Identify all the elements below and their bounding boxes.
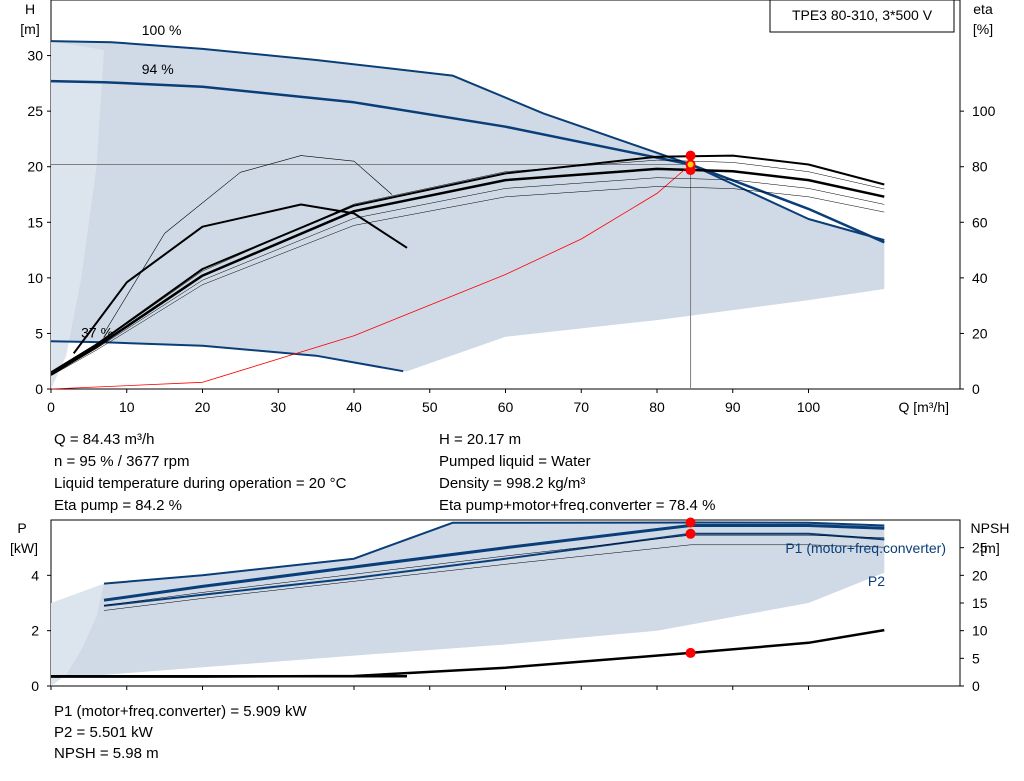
y-tick-label: 30 — [27, 48, 43, 64]
x-tick-label: 70 — [573, 399, 589, 415]
power-fan-line-0 — [103, 544, 885, 611]
lower-low-flow-region — [51, 583, 104, 686]
title-box — [769, 0, 955, 33]
info-npsh: NPSH = 5.98 m — [54, 745, 159, 762]
legend-p1: P1 (motor+freq.converter) — [785, 540, 946, 556]
duty-point-upper-1 — [685, 165, 696, 176]
head-curve-94 — [50, 79, 885, 244]
info-q: Q = 84.43 m³/h — [54, 431, 155, 448]
x-tick-label: 60 — [498, 399, 514, 415]
duty-point-marker — [687, 161, 694, 168]
y-tick-label: 10 — [27, 270, 43, 286]
x-tick-label: 40 — [346, 399, 362, 415]
info-eta-total: Eta pump+motor+freq.converter = 78.4 % — [439, 497, 716, 514]
eta-curve-thin — [103, 155, 393, 334]
y-axis-unit-npsh: [m] — [980, 540, 999, 556]
eta-curve-2 — [50, 167, 885, 376]
p-tick-label: 0 — [31, 678, 39, 694]
duty-point-lower-1 — [685, 528, 696, 539]
p-tick-label: 4 — [31, 567, 39, 583]
eta-fan-line-0 — [50, 186, 885, 376]
x-tick-label: 0 — [47, 399, 55, 415]
x-tick-label: 20 — [195, 399, 211, 415]
head-curve-100 — [50, 40, 885, 242]
eta-tick-label: 60 — [972, 214, 988, 230]
head-curve-37 — [50, 340, 404, 373]
info-speed: n = 95 % / 3677 rpm — [54, 453, 190, 470]
npsh-tick-label: 10 — [972, 623, 988, 639]
y-axis-label-h: H — [25, 1, 35, 17]
info-p2: P2 = 5.501 kW — [54, 724, 153, 741]
duty-point-upper-2 — [685, 150, 696, 161]
power-mid-curve — [103, 524, 885, 602]
eta-curve-1 — [50, 154, 885, 374]
eta-curve-low — [72, 203, 408, 354]
speed-label-0: 100 % — [142, 22, 182, 38]
npsh-tick-label: 20 — [972, 567, 988, 583]
y-axis-unit-h: [m] — [20, 21, 39, 37]
x-tick-label: 90 — [725, 399, 741, 415]
eta-fan-line-1 — [50, 177, 885, 376]
eta-tick-label: 20 — [972, 325, 988, 341]
eta-fan-line-2 — [50, 159, 885, 375]
npsh-tick-label: 0 — [972, 678, 980, 694]
y-axis-unit-p: [kW] — [10, 540, 38, 556]
x-axis-label: Q [m³/h] — [898, 399, 949, 415]
y-axis-label-p: P — [17, 520, 26, 536]
power-fan-line-1 — [103, 534, 885, 606]
title-box-text: TPE3 80-310, 3*500 V — [792, 7, 933, 23]
eta-tick-label: 80 — [972, 159, 988, 175]
y-axis-unit-eta: [%] — [973, 21, 993, 37]
x-tick-label: 50 — [422, 399, 438, 415]
p-tick-label: 2 — [31, 623, 39, 639]
x-tick-label: 30 — [270, 399, 286, 415]
upper-low-flow-region — [51, 41, 104, 389]
npsh-tick-label: 15 — [972, 595, 988, 611]
upper-operating-region — [51, 41, 885, 372]
x-tick-label: 80 — [649, 399, 665, 415]
y-tick-label: 20 — [27, 159, 43, 175]
y-axis-label-npsh: NPSH — [971, 520, 1010, 536]
y-tick-label: 0 — [35, 381, 43, 397]
y-tick-label: 25 — [27, 103, 43, 119]
info-density: Density = 998.2 kg/m³ — [439, 475, 586, 492]
lower-operating-region — [51, 522, 885, 675]
npsh-tick-label: 25 — [972, 540, 988, 556]
x-tick-label: 100 — [797, 399, 821, 415]
eta-tick-label: 100 — [972, 103, 996, 119]
p2-curve — [103, 532, 885, 607]
eta-tick-label: 40 — [972, 270, 988, 286]
duty-point-lower-0 — [685, 517, 696, 528]
duty-point-lower-2 — [685, 647, 696, 658]
info-p1: P1 (motor+freq.converter) = 5.909 kW — [54, 703, 307, 720]
p1-curve — [103, 521, 885, 585]
info-pumped-liquid: Pumped liquid = Water — [439, 453, 591, 470]
y-tick-label: 5 — [35, 325, 43, 341]
info-liquid-temp: Liquid temperature during operation = 20… — [54, 475, 347, 492]
npsh-tick-label: 5 — [972, 650, 980, 666]
legend-p2: P2 — [868, 573, 885, 589]
y-tick-label: 15 — [27, 214, 43, 230]
info-eta-pump: Eta pump = 84.2 % — [54, 497, 182, 514]
x-tick-label: 10 — [119, 399, 135, 415]
info-head: H = 20.17 m — [439, 431, 522, 448]
eta-tick-label: 0 — [972, 381, 980, 397]
speed-label-1: 94 % — [142, 61, 174, 77]
y-axis-label-eta: eta — [973, 1, 993, 17]
system-curve — [50, 164, 691, 390]
speed-label-2: 37 % — [81, 324, 113, 340]
